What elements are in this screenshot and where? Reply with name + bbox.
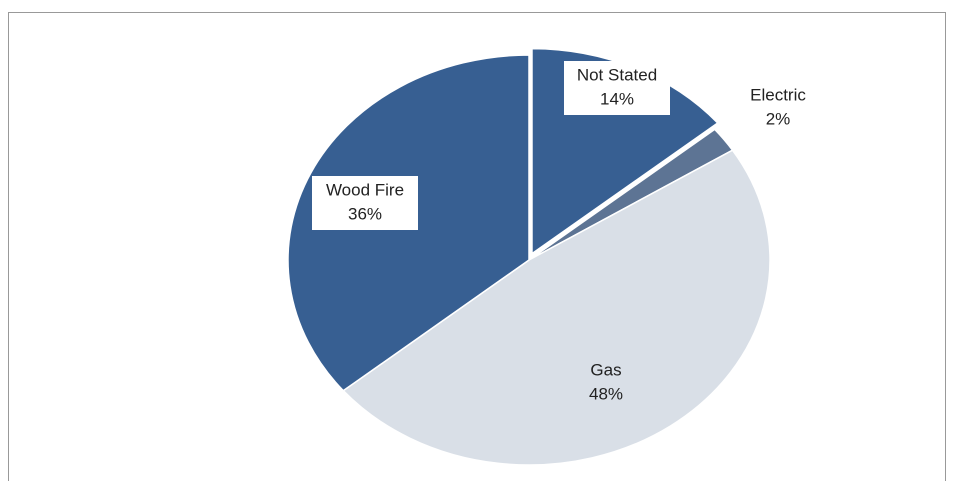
value-label: 48%	[589, 384, 623, 403]
label-box	[564, 61, 670, 115]
pie-slice	[342, 149, 771, 466]
slice-label: Electric	[750, 85, 806, 104]
value-label: 36%	[348, 204, 382, 223]
slice-label: Wood Fire	[326, 180, 404, 199]
chart-frame	[8, 12, 946, 481]
slice-label: Not Stated	[577, 65, 657, 84]
value-label: 14%	[600, 89, 634, 108]
label-box	[312, 176, 418, 230]
value-label: 2%	[766, 109, 791, 128]
slice-label: Gas	[590, 360, 621, 379]
